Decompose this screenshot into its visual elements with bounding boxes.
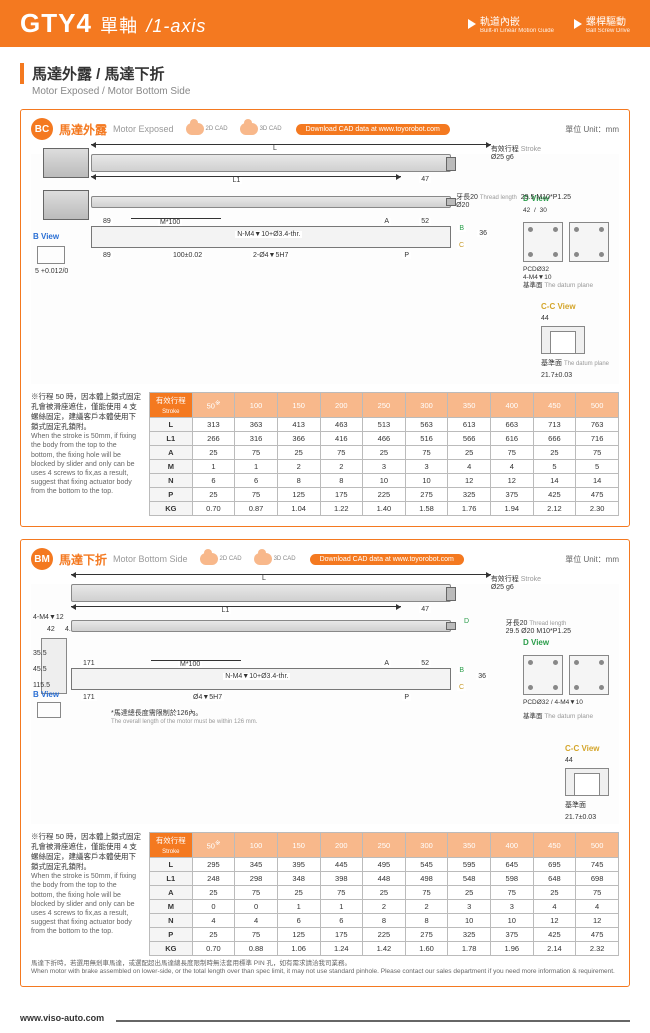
note-bc: ※行程 50 時，因本體上鎖式固定孔會被滑座遮住，僅能使用 4 支螺絲固定，建議… (31, 392, 141, 496)
actuator-body (91, 154, 451, 172)
table-row: N6688101012121414 (150, 474, 619, 488)
panel-bc-title-cn: 馬達外露 (59, 121, 107, 138)
header-tags: 軌道內嵌Built-in Linear Motion Guide 螺桿驅動Bal… (468, 13, 630, 34)
cad-2d-icon: 2D CAD (200, 553, 242, 565)
b-view-figure (37, 702, 61, 718)
actuator-body-side (91, 196, 451, 208)
plan-view-body: N-M4▼10+Ø3.4-thr. B C (91, 226, 451, 248)
table-row: M1122334455 (150, 460, 619, 474)
end-cap (446, 587, 456, 601)
section-title-en: Motor Exposed / Motor Bottom Side (20, 86, 630, 97)
end-cap (446, 157, 456, 171)
download-cad-button[interactable]: Download CAD data at www.toyorobot.com (310, 554, 464, 565)
table-row: KG0.700.871.041.221.401.581.761.942.122.… (150, 502, 619, 516)
badge-bc: BC (31, 118, 53, 140)
shaft-end (446, 198, 456, 206)
tag-rail: 軌道內嵌Built-in Linear Motion Guide (468, 13, 554, 34)
cad-3d-icon: 3D CAD (240, 123, 282, 135)
spec-table-bm: 有效行程 Stroke 50※ 100 150 200 250 300 350 … (149, 832, 619, 956)
table-row: M0011223344 (150, 900, 619, 914)
model-code: GTY4 單軸 /1-axis (20, 8, 206, 39)
table-row: A25752575257525752575 (150, 446, 619, 460)
axis-en: /1-axis (146, 16, 206, 36)
unit-label: 單位 Unit：mm (565, 124, 619, 135)
table-row: L1248298348398448498548598648698 (150, 872, 619, 886)
flange-mount (569, 222, 609, 262)
footer-url: www.viso-auto.com (20, 1013, 104, 1023)
plan-view-body: N-M4▼10+Ø3.4-thr. 36 B C (71, 668, 451, 690)
table-row: KG0.700.881.061.241.421.601.781.962.142.… (150, 942, 619, 956)
table-row: L295345395445495545595645695745 (150, 858, 619, 872)
spec-table-bc: 有效行程 Stroke 50※ 100 150 200 250 300 350 … (149, 392, 619, 516)
actuator-body (71, 584, 451, 602)
b-view-figure (37, 246, 65, 264)
cad-3d-icon: 3D CAD (254, 553, 296, 565)
footnote-bm: 馬達下折時，若選用無剎車馬達，或選配超出馬達總長度限制時無法套用標準 PIN 孔… (31, 960, 619, 976)
table-row: L1266316366416466516566616666716 (150, 432, 619, 446)
motor-block (43, 148, 89, 178)
download-cad-button[interactable]: Download CAD data at www.toyorobot.com (296, 124, 450, 135)
col-50: 50※ (192, 393, 235, 418)
panel-bc-title-en: Motor Exposed (113, 124, 174, 134)
diagram-bm: L L1 47 有效行程 Stroke Ø25 g6 4-M4▼12 42 (31, 584, 619, 824)
flange-front (523, 222, 563, 262)
note-bm: ※行程 50 時，因本體上鎖式固定孔會被滑座遮住，僅能使用 4 支螺絲固定，建議… (31, 832, 141, 936)
table-row: L313363413463513563613663713763 (150, 418, 619, 432)
table-row: P2575125175225275325375425475 (150, 488, 619, 502)
section-title-cn: 馬達外露 / 馬達下折 (32, 66, 165, 83)
panel-bm-title-cn: 馬達下折 (59, 551, 107, 568)
header-bar: GTY4 單軸 /1-axis 軌道內嵌Built-in Linear Moti… (0, 0, 650, 47)
flange-front (523, 655, 563, 695)
flange-mount (569, 655, 609, 695)
motor-block (43, 190, 89, 220)
cross-section (565, 768, 609, 796)
actuator-side (71, 620, 451, 632)
section-title: 馬達外露 / 馬達下折 Motor Exposed / Motor Bottom… (20, 63, 630, 97)
panel-bm-title-en: Motor Bottom Side (113, 554, 188, 564)
cc-view-label: C-C View (541, 302, 576, 311)
play-icon (574, 19, 582, 29)
unit-label: 單位 Unit：mm (565, 554, 619, 565)
play-icon (468, 19, 476, 29)
diagram-bc: L L1 47 有效行程 Stroke Ø25 g6 D View (31, 154, 619, 384)
footer: www.viso-auto.com (0, 1003, 650, 1033)
cad-2d-icon: 2D CAD (186, 123, 228, 135)
stroke-head: 有效行程 Stroke (150, 393, 193, 418)
cross-section (541, 326, 585, 354)
panel-motor-bottom: BM 馬達下折 Motor Bottom Side 2D CAD 3D CAD … (20, 539, 630, 987)
tag-screw: 螺桿驅動Ball Screw Drive (574, 13, 630, 34)
axis-cn: 單軸 (100, 16, 138, 36)
table-row: P2575125175225275325375425475 (150, 928, 619, 942)
badge-bm: BM (31, 548, 53, 570)
table-row: N44668810101212 (150, 914, 619, 928)
b-view-label: B View (33, 232, 59, 241)
table-row: A25752575257525752575 (150, 886, 619, 900)
panel-motor-exposed: BC 馬達外露 Motor Exposed 2D CAD 3D CAD Down… (20, 109, 630, 527)
